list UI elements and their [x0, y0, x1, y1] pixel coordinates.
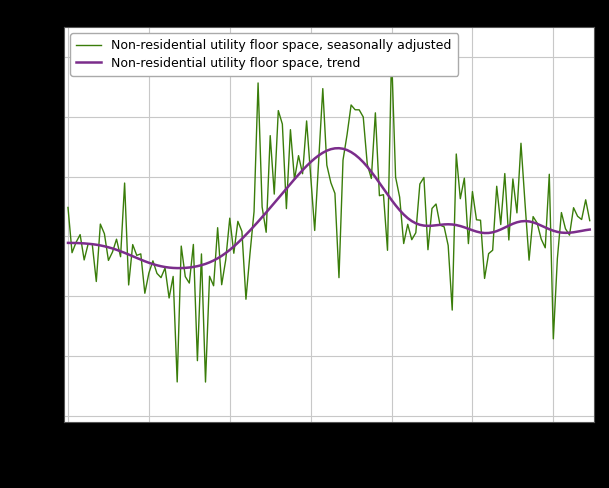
Non-residential utility floor space, seasonally adjusted [291, 177, 298, 183]
Non-residential utility floor space, seasonally adjusted [388, 51, 395, 57]
Non-residential utility floor space, trend [586, 226, 593, 232]
Non-residential utility floor space, trend [174, 265, 181, 271]
Non-residential utility floor space, trend [336, 145, 343, 151]
Non-residential utility floor space, trend [291, 176, 298, 182]
Non-residential utility floor space, trend [481, 230, 488, 236]
Line: Non-residential utility floor space, trend: Non-residential utility floor space, tre… [68, 148, 590, 268]
Non-residential utility floor space, seasonally adjusted [210, 283, 217, 289]
Non-residential utility floor space, seasonally adjusted [586, 218, 593, 224]
Non-residential utility floor space, trend [343, 147, 351, 153]
Non-residential utility floor space, seasonally adjusted [457, 196, 464, 202]
Non-residential utility floor space, seasonally adjusted [202, 379, 209, 385]
Non-residential utility floor space, trend [65, 240, 72, 246]
Non-residential utility floor space, seasonally adjusted [65, 204, 72, 210]
Non-residential utility floor space, seasonally adjusted [416, 181, 423, 187]
Non-residential utility floor space, trend [416, 222, 423, 228]
Non-residential utility floor space, trend [210, 258, 217, 264]
Non-residential utility floor space, seasonally adjusted [339, 157, 347, 163]
Non-residential utility floor space, seasonally adjusted [481, 276, 488, 282]
Non-residential utility floor space, trend [457, 223, 464, 229]
Line: Non-residential utility floor space, seasonally adjusted: Non-residential utility floor space, sea… [68, 54, 590, 382]
Legend: Non-residential utility floor space, seasonally adjusted, Non-residential utilit: Non-residential utility floor space, sea… [70, 33, 458, 76]
